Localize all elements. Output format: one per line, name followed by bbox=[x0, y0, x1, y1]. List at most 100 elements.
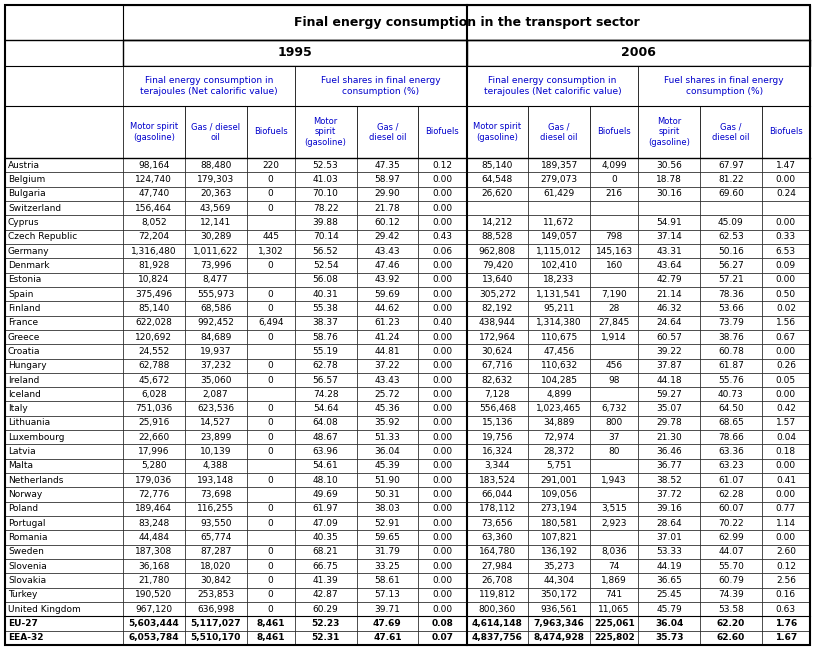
Bar bbox=[638, 516, 700, 530]
Bar bbox=[418, 315, 466, 330]
Bar bbox=[700, 416, 762, 430]
Bar bbox=[466, 416, 528, 430]
Bar bbox=[246, 158, 295, 172]
Bar bbox=[5, 172, 123, 187]
Text: 61.87: 61.87 bbox=[718, 361, 744, 370]
Text: 30.16: 30.16 bbox=[656, 189, 682, 198]
Bar bbox=[5, 473, 123, 488]
Text: 42.87: 42.87 bbox=[313, 590, 338, 599]
Bar bbox=[528, 616, 590, 630]
Bar bbox=[5, 416, 123, 430]
Text: 179,036: 179,036 bbox=[135, 476, 173, 485]
Bar bbox=[418, 445, 466, 459]
Bar bbox=[638, 158, 700, 172]
Text: 0.00: 0.00 bbox=[432, 562, 452, 571]
Text: 0: 0 bbox=[268, 547, 274, 556]
Bar bbox=[185, 559, 246, 573]
Text: 55.38: 55.38 bbox=[313, 304, 338, 313]
Bar bbox=[528, 459, 590, 473]
Bar bbox=[418, 272, 466, 287]
Text: 556,468: 556,468 bbox=[479, 404, 516, 413]
Bar bbox=[466, 315, 528, 330]
Bar bbox=[590, 344, 638, 359]
Bar bbox=[638, 445, 700, 459]
Bar bbox=[466, 387, 528, 402]
Bar bbox=[528, 106, 590, 158]
Bar bbox=[123, 272, 185, 287]
Text: Biofuels: Biofuels bbox=[769, 127, 803, 136]
Text: 52.53: 52.53 bbox=[313, 161, 338, 170]
Bar bbox=[638, 315, 700, 330]
Text: 74: 74 bbox=[609, 562, 620, 571]
Bar bbox=[762, 172, 810, 187]
Bar bbox=[762, 588, 810, 602]
Text: 47.35: 47.35 bbox=[375, 161, 400, 170]
Bar bbox=[590, 530, 638, 545]
Bar bbox=[700, 502, 762, 516]
Bar bbox=[590, 287, 638, 301]
Text: 63.96: 63.96 bbox=[313, 447, 338, 456]
Text: 1,011,622: 1,011,622 bbox=[193, 246, 238, 255]
Bar bbox=[466, 488, 528, 502]
Bar bbox=[638, 416, 700, 430]
Text: 0.00: 0.00 bbox=[776, 175, 796, 184]
Text: Lithuania: Lithuania bbox=[8, 419, 51, 428]
Text: 58.61: 58.61 bbox=[374, 576, 400, 585]
Text: 62.53: 62.53 bbox=[718, 232, 744, 241]
Bar bbox=[123, 473, 185, 488]
Text: 7,190: 7,190 bbox=[601, 289, 627, 298]
Bar bbox=[466, 545, 528, 559]
Text: 273,194: 273,194 bbox=[540, 504, 578, 514]
Text: Netherlands: Netherlands bbox=[8, 476, 64, 485]
Bar bbox=[356, 215, 418, 229]
Bar bbox=[5, 330, 123, 344]
Bar bbox=[418, 473, 466, 488]
Text: 4,899: 4,899 bbox=[546, 390, 572, 399]
Bar bbox=[762, 330, 810, 344]
Text: United Kingdom: United Kingdom bbox=[8, 604, 81, 614]
Text: 145,163: 145,163 bbox=[596, 246, 632, 255]
Bar bbox=[418, 545, 466, 559]
Bar bbox=[418, 559, 466, 573]
Text: 37.72: 37.72 bbox=[656, 490, 682, 499]
Text: 37.22: 37.22 bbox=[375, 361, 400, 370]
Text: 1.56: 1.56 bbox=[776, 318, 796, 327]
Text: 1.14: 1.14 bbox=[776, 519, 796, 528]
Text: 64.50: 64.50 bbox=[718, 404, 744, 413]
Text: 78.66: 78.66 bbox=[718, 433, 744, 442]
Bar bbox=[762, 201, 810, 215]
Bar bbox=[356, 430, 418, 445]
Bar bbox=[295, 66, 466, 106]
Bar bbox=[185, 287, 246, 301]
Bar bbox=[762, 359, 810, 373]
Text: 4,614,148: 4,614,148 bbox=[472, 619, 522, 628]
Bar bbox=[418, 244, 466, 258]
Bar bbox=[5, 373, 123, 387]
Text: 0: 0 bbox=[268, 203, 274, 213]
Bar bbox=[466, 588, 528, 602]
Text: Iceland: Iceland bbox=[8, 390, 41, 399]
Text: 0.67: 0.67 bbox=[776, 333, 796, 341]
Bar bbox=[590, 301, 638, 315]
Bar bbox=[528, 315, 590, 330]
Bar bbox=[700, 106, 762, 158]
Bar bbox=[5, 315, 123, 330]
Bar bbox=[638, 215, 700, 229]
Text: 35,060: 35,060 bbox=[200, 376, 231, 385]
Text: 25.72: 25.72 bbox=[375, 390, 400, 399]
Bar bbox=[638, 502, 700, 516]
Bar bbox=[418, 359, 466, 373]
Bar bbox=[356, 445, 418, 459]
Bar bbox=[466, 106, 528, 158]
Text: 0.18: 0.18 bbox=[776, 447, 796, 456]
Text: 46.32: 46.32 bbox=[656, 304, 682, 313]
Text: 47.09: 47.09 bbox=[313, 519, 338, 528]
Text: 67,716: 67,716 bbox=[482, 361, 513, 370]
Bar bbox=[528, 588, 590, 602]
Text: 4,099: 4,099 bbox=[601, 161, 627, 170]
Text: Portugal: Portugal bbox=[8, 519, 46, 528]
Text: 0.12: 0.12 bbox=[433, 161, 452, 170]
Bar bbox=[590, 473, 638, 488]
Bar bbox=[418, 588, 466, 602]
Text: 0.00: 0.00 bbox=[432, 533, 452, 542]
